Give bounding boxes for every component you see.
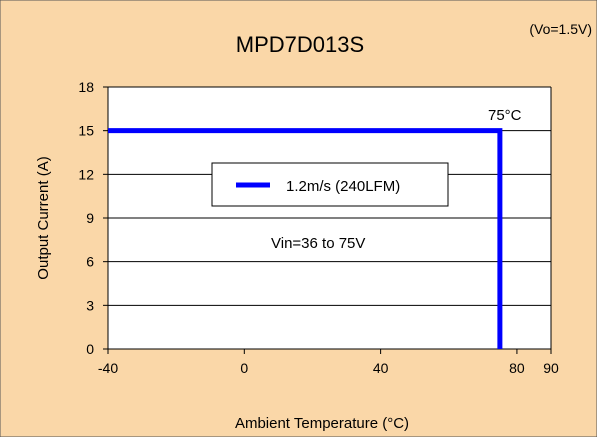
series-group xyxy=(108,128,503,349)
annotation-75c: 75°C xyxy=(488,107,522,124)
x-tick-labels: -40 0 40 80 90 xyxy=(98,360,559,376)
legend-label: 1.2m/s (240LFM) xyxy=(286,178,400,195)
y-tick-labels: 0 3 6 9 12 15 18 xyxy=(78,79,94,357)
y-axis-label: Output Current (A) xyxy=(35,156,52,279)
chart-subtitle: (Vo=1.5V) xyxy=(529,21,592,37)
chart-title: MPD7D013S xyxy=(236,32,364,57)
x-axis-label: Ambient Temperature (°C) xyxy=(235,415,409,432)
x-tick-label: 40 xyxy=(373,360,389,376)
x-tick-label: 0 xyxy=(240,360,248,376)
y-tick-label: 18 xyxy=(78,79,94,95)
x-tick-label: 80 xyxy=(509,360,525,376)
y-tick-label: 15 xyxy=(78,123,94,139)
y-tick-label: 3 xyxy=(86,297,94,313)
y-tick-label: 6 xyxy=(86,254,94,270)
x-tick-label: -40 xyxy=(98,360,118,376)
y-tick-label: 9 xyxy=(86,210,94,226)
x-tick-label: 90 xyxy=(543,360,559,376)
y-tick-label: 0 xyxy=(86,341,94,357)
annotation-vin: Vin=36 to 75V xyxy=(271,235,365,252)
y-tick-label: 12 xyxy=(78,166,94,182)
legend: 1.2m/s (240LFM) xyxy=(211,162,449,207)
series-line-0 xyxy=(108,128,503,349)
